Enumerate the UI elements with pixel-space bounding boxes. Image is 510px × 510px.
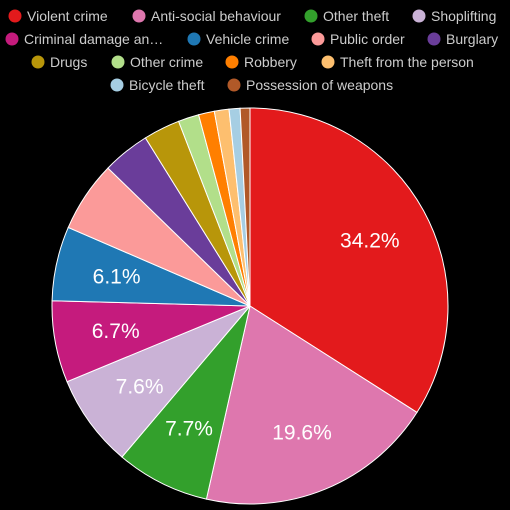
legend-swatch <box>132 9 146 23</box>
pie-slice[interactable] <box>239 107 251 307</box>
slice-label: 6.7% <box>92 320 140 343</box>
legend-swatch <box>31 55 45 69</box>
legend-swatch <box>304 9 318 23</box>
legend-swatch <box>225 55 239 69</box>
legend-item[interactable]: Anti-social behaviour <box>132 8 282 24</box>
legend-swatch <box>111 55 125 69</box>
legend-label: Anti-social behaviour <box>151 8 281 24</box>
legend-swatch <box>8 9 22 23</box>
legend-swatch <box>427 32 441 46</box>
legend-label: Theft from the person <box>340 54 474 70</box>
pie-slice[interactable] <box>66 305 251 458</box>
legend-swatch <box>412 9 426 23</box>
legend-swatch <box>311 32 325 46</box>
legend-item[interactable]: Criminal damage an… <box>5 31 164 47</box>
legend-label: Vehicle crime <box>206 31 289 47</box>
pie-slices <box>51 107 449 505</box>
legend-item[interactable]: Violent crime <box>8 8 108 24</box>
legend-label: Drugs <box>50 54 87 70</box>
legend-label: Violent crime <box>27 8 108 24</box>
pie-slice[interactable] <box>205 305 418 505</box>
legend-label: Public order <box>330 31 405 47</box>
legend-label: Other crime <box>130 54 203 70</box>
legend-label: Burglary <box>446 31 498 47</box>
legend-item[interactable]: Shoplifting <box>412 8 497 24</box>
legend-label: Other theft <box>323 8 389 24</box>
pie-slice[interactable] <box>121 305 251 500</box>
legend-swatch <box>227 78 241 92</box>
slice-label: 19.6% <box>272 421 332 444</box>
legend-label: Possession of weapons <box>246 77 393 93</box>
pie-slice[interactable] <box>249 107 449 414</box>
legend-label: Bicycle theft <box>129 77 205 93</box>
legend-item[interactable]: Other theft <box>304 8 390 24</box>
legend: Violent crime Anti-social behaviour Other … <box>5 8 499 93</box>
legend-label: Robbery <box>244 54 297 70</box>
slice-labels: 34.2% 19.6% 7.7%7.6% 6.7% 6.1% <box>92 229 400 444</box>
legend-swatch <box>110 78 124 92</box>
slice-label: 34.2% <box>340 229 400 252</box>
legend-item[interactable]: Other crime <box>111 54 204 70</box>
legend-item[interactable]: Public order <box>311 31 406 47</box>
legend-label: Shoplifting <box>431 8 496 24</box>
legend-swatch <box>187 32 201 46</box>
slice-label: 7.7% <box>165 417 213 440</box>
legend-swatch <box>5 32 19 46</box>
slice-label: 6.1% <box>93 266 141 289</box>
legend-swatch <box>321 55 335 69</box>
legend-item[interactable]: Burglary <box>427 31 499 47</box>
slice-label: 7.6% <box>116 376 164 399</box>
legend-item[interactable]: Robbery <box>225 54 297 70</box>
legend-item[interactable]: Theft from the person <box>321 54 474 70</box>
legend-item[interactable]: Bicycle theft <box>110 77 205 93</box>
legend-item[interactable]: Possession of weapons <box>227 77 394 93</box>
legend-label: Criminal damage an… <box>24 31 163 47</box>
legend-item[interactable]: Drugs <box>31 54 88 70</box>
legend-item[interactable]: Vehicle crime <box>187 31 290 47</box>
